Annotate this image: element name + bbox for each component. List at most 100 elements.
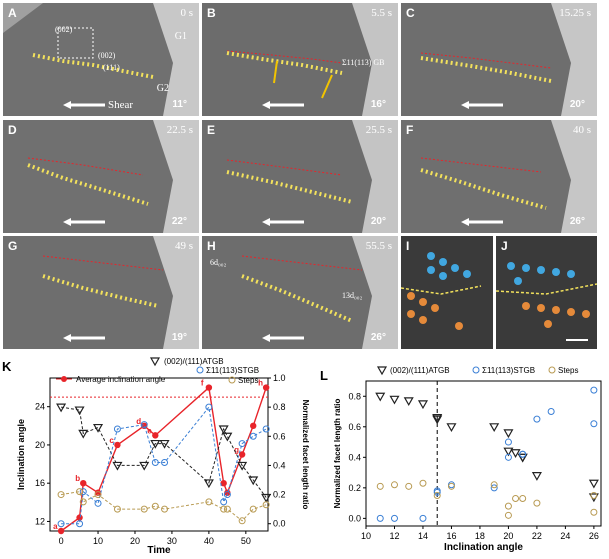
data-label: g — [234, 446, 239, 455]
data-point — [76, 488, 84, 496]
data-point — [76, 520, 84, 528]
y-tick-label: 0.8 — [348, 391, 361, 401]
legend-marker — [376, 366, 388, 376]
y2-tick-label: 0.0 — [273, 519, 286, 529]
data-label: c — [109, 436, 114, 445]
data-point — [590, 491, 598, 499]
data-point — [262, 384, 270, 391]
legend-label: Σ11(113)STGB — [482, 366, 535, 375]
x-tick-label: 40 — [204, 536, 214, 546]
data-point — [433, 488, 441, 496]
y-tick-label: 0.2 — [348, 483, 361, 493]
data-point — [375, 392, 386, 402]
data-point — [79, 498, 87, 506]
data-point — [222, 432, 233, 442]
tem-panel-a: A 0 s G1 G2 (002) (002) (111) Shear 11° — [3, 3, 199, 116]
data-point — [113, 425, 121, 433]
data-point — [74, 406, 85, 416]
data-point — [376, 482, 384, 490]
data-point — [504, 511, 512, 519]
data-point — [504, 453, 512, 461]
data-point — [590, 386, 598, 394]
data-point — [403, 397, 414, 407]
data-point — [489, 423, 500, 432]
grain-label-g1: G1 — [174, 31, 187, 42]
angle-label: 26° — [370, 332, 386, 343]
time-label: 5.5 s — [371, 7, 392, 19]
y2-tick-label: 0.6 — [273, 431, 286, 441]
shear-label: Shear — [108, 99, 134, 111]
data-point — [512, 495, 520, 503]
data-point — [390, 481, 398, 489]
data-point — [590, 420, 598, 428]
time-label: 49 s — [174, 240, 193, 252]
data-point — [218, 425, 229, 435]
data-point — [503, 447, 514, 457]
data-point — [150, 439, 161, 449]
data-point — [432, 414, 443, 423]
data-label: a — [53, 522, 58, 531]
data-point — [57, 520, 65, 528]
panel-label: E — [207, 123, 216, 137]
data-point — [94, 491, 102, 499]
tem-panel-g: G 49 s 19° — [3, 236, 199, 349]
legend-label: (002)/(111)ATGB — [164, 357, 224, 366]
tem-panel-f: F 40 s 26° — [401, 120, 597, 233]
data-point — [161, 459, 169, 467]
grain-label-g2: G2 — [156, 83, 169, 94]
x-tick-label: 12 — [389, 531, 399, 541]
legend-marker — [149, 357, 161, 367]
y-axis-label: Normalized facet length ratio — [333, 398, 342, 508]
data-point — [94, 499, 102, 507]
data-point — [238, 517, 246, 525]
data-point — [262, 501, 270, 509]
chart-l: L 10 12 14 16 18 20 22 24 26 0.0 0.2 0.4 0.6 0.8 Inclin… — [316, 356, 609, 554]
data-point — [139, 461, 150, 471]
data-label: d — [136, 417, 141, 426]
plane-label: (002) — [55, 25, 73, 34]
data-point — [504, 502, 512, 510]
legend-label: Σ11(113)STGB — [206, 366, 259, 375]
plot-frame — [365, 380, 602, 527]
data-point — [140, 505, 148, 513]
data-label: f — [201, 379, 204, 388]
data-point — [205, 498, 213, 506]
tem-image-d — [3, 120, 199, 233]
arrow-left-icon — [461, 218, 503, 226]
tem-panel-c: C 15.25 s 20° — [401, 3, 597, 116]
plane-label: (002) — [98, 51, 116, 60]
x-tick-label: 18 — [475, 531, 485, 541]
data-point — [238, 440, 246, 448]
data-point — [151, 502, 159, 510]
data-point — [80, 479, 87, 487]
arrow-left-icon — [461, 101, 503, 109]
y-tick-label: 0.4 — [348, 452, 361, 462]
x-tick-label: 10 — [361, 531, 371, 541]
data-point — [517, 453, 528, 463]
data-point — [92, 423, 104, 433]
tem-panel-e: E 25.5 s 20° — [202, 120, 398, 233]
y2-axis-label: Normalized facet length ratio — [301, 400, 310, 510]
data-point — [57, 491, 65, 499]
tem-image-g — [3, 236, 199, 349]
spacing-label: 6d₀₀₂ — [210, 258, 227, 267]
data-point — [519, 495, 527, 503]
data-point — [220, 498, 228, 506]
data-point — [250, 422, 257, 430]
panel-label: C — [406, 6, 415, 20]
tem-image-e — [202, 120, 398, 233]
x-tick-label: 50 — [241, 536, 251, 546]
y2-tick-label: 0.8 — [273, 402, 286, 412]
spacing-label: 13d₀₀₂ — [342, 291, 363, 300]
data-point — [114, 441, 121, 449]
y-axis-label: Inclination angle — [16, 419, 26, 490]
data-point — [590, 508, 598, 516]
panel-label: I — [406, 239, 410, 253]
data-point — [159, 439, 170, 449]
data-point — [152, 432, 159, 439]
data-point — [588, 479, 599, 489]
chart-l-svg: L 10 12 14 16 18 20 22 24 26 0.0 0.2 0.4 0.6 0.8 Inclin… — [320, 366, 602, 553]
x-tick-label: 20 — [130, 536, 140, 546]
data-point — [76, 514, 83, 521]
tem-image-c — [401, 3, 597, 116]
